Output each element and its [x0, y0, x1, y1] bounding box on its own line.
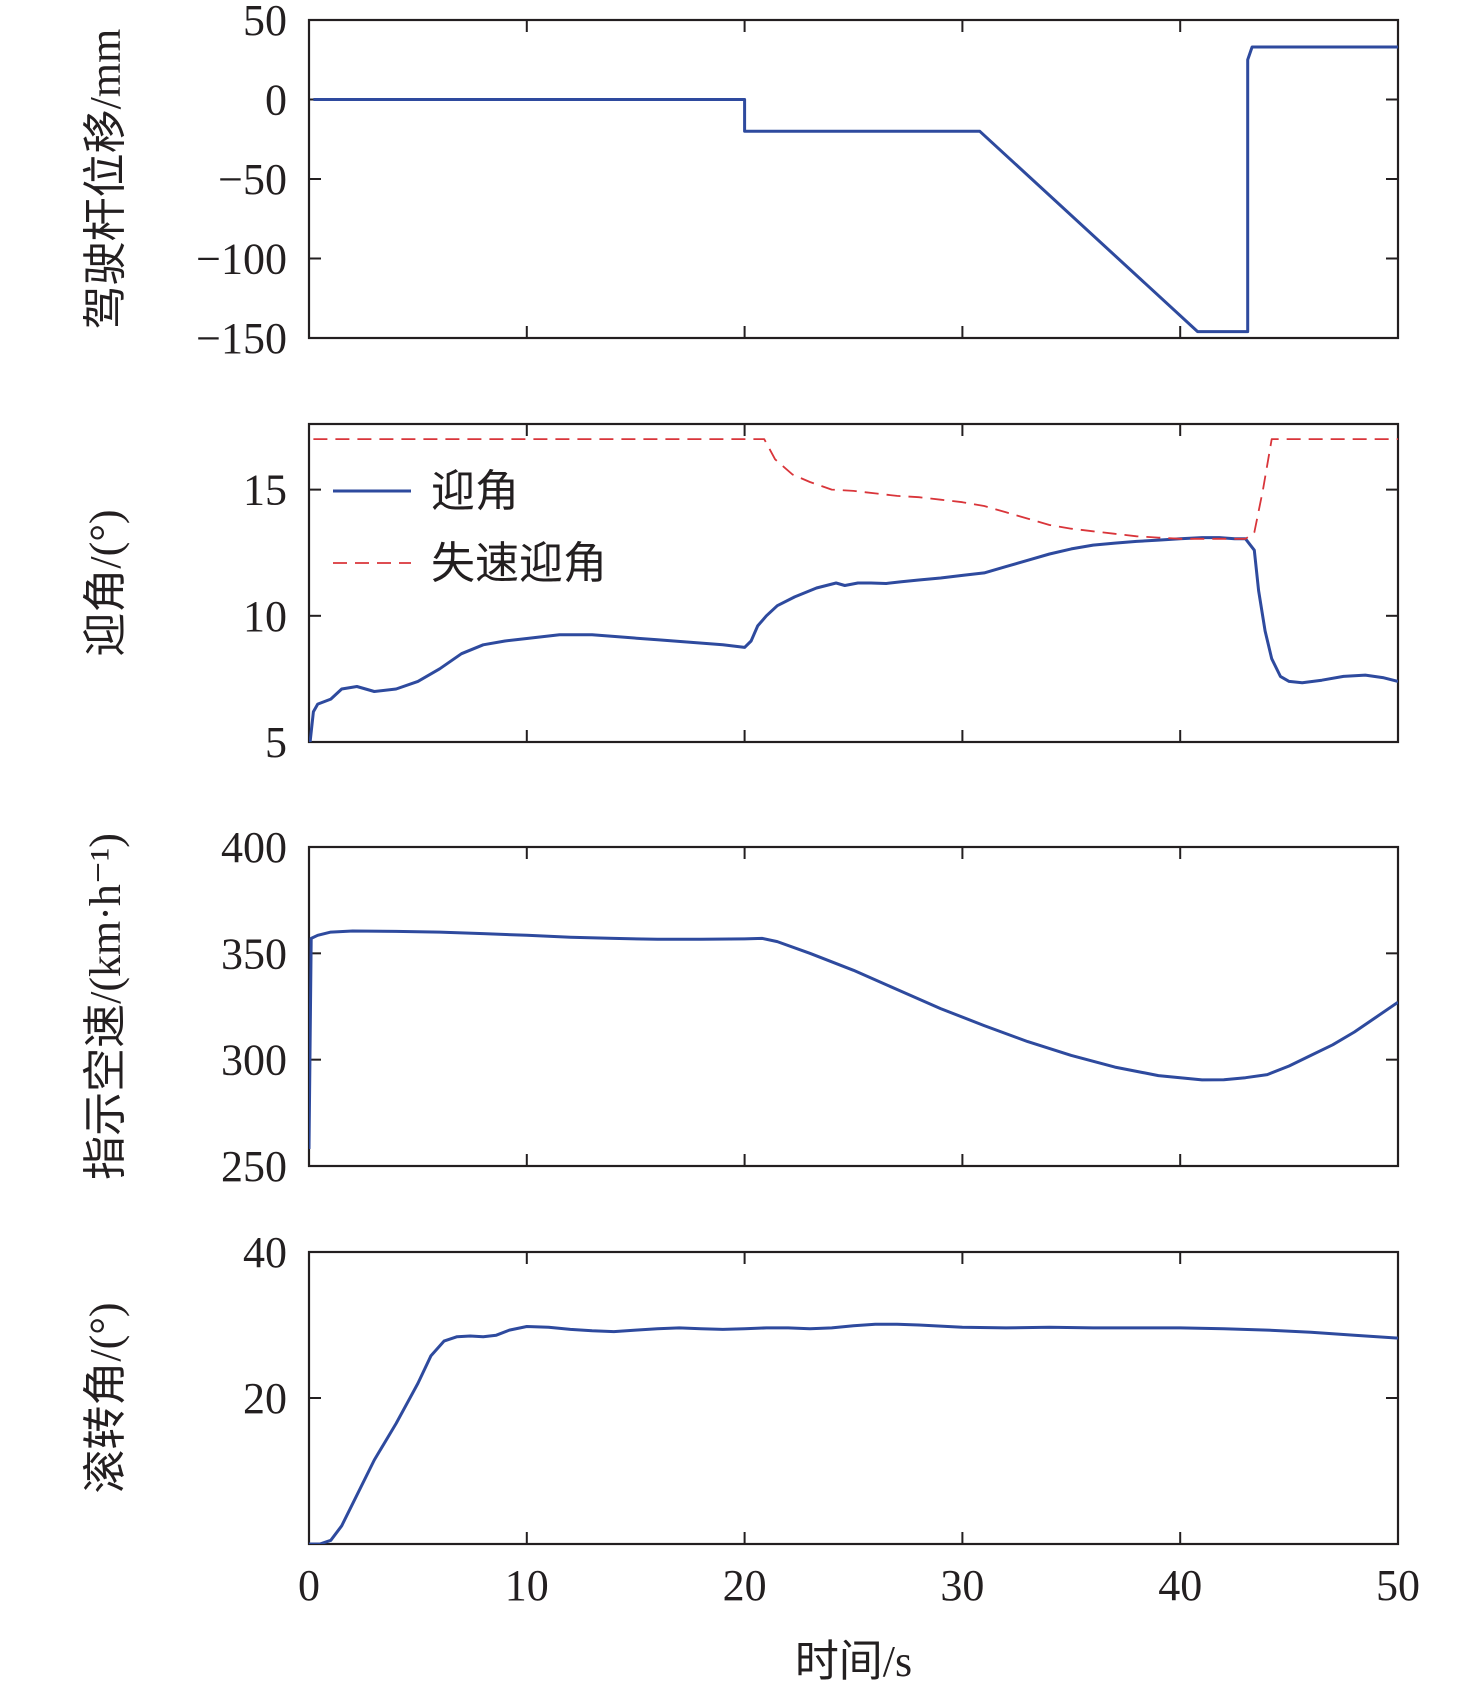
- y-axis-label: 驾驶杆位移/mm: [81, 29, 130, 330]
- y-tick-label: −100: [196, 235, 287, 284]
- series-line-main: [313, 45, 1398, 334]
- y-tick-label: 40: [243, 1228, 287, 1277]
- y-axis-label: 指示空速/(km·h⁻¹): [81, 833, 130, 1180]
- y-tick-label: 300: [221, 1036, 287, 1085]
- plot-frame: [307, 845, 1400, 1168]
- plot-frame: [307, 18, 1400, 340]
- series-line-main: [309, 929, 1398, 1150]
- series-line-失速迎角: [313, 438, 1398, 540]
- chart-panel-1: 50 0 −50 −100 −150 驾驶杆位移/mm: [81, 0, 1400, 363]
- y-axis-label: 滚转角/(°): [81, 1302, 130, 1493]
- y-tick-label: 5: [265, 718, 287, 767]
- y-tick-label: 10: [243, 592, 287, 641]
- legend-label: 失速迎角: [431, 539, 607, 588]
- x-axis-label: 时间/s: [795, 1637, 912, 1686]
- y-axis-label: 迎角/(°): [81, 509, 130, 656]
- x-tick-label: 50: [1376, 1561, 1420, 1610]
- x-tick-label: 30: [940, 1561, 984, 1610]
- y-tick-label: 50: [243, 0, 287, 45]
- x-tick-label: 10: [505, 1561, 549, 1610]
- y-tick-label: −50: [218, 155, 287, 204]
- plot-frame: [307, 422, 1400, 744]
- y-tick-label: 20: [243, 1374, 287, 1423]
- y-tick-label: 400: [221, 823, 287, 872]
- x-tick-label: 20: [723, 1561, 767, 1610]
- chart-panel-4: 40 20 滚转角/(°) 0 10 20 30 40 50 时间/s: [81, 1228, 1420, 1686]
- series-line-main: [309, 1322, 1398, 1544]
- x-tick-label: 40: [1158, 1561, 1202, 1610]
- y-tick-label: −150: [196, 314, 287, 363]
- y-tick-label: 250: [221, 1142, 287, 1191]
- series-line-迎角: [309, 536, 1398, 742]
- legend-label: 迎角: [431, 467, 519, 516]
- y-tick-label: 0: [265, 76, 287, 125]
- y-tick-label: 350: [221, 929, 287, 978]
- y-tick-label: 15: [243, 466, 287, 515]
- plot-frame: [307, 1250, 1400, 1546]
- chart-panel-3: 400 350 300 250 指示空速/(km·h⁻¹): [81, 823, 1400, 1191]
- x-tick-label: 0: [298, 1561, 320, 1610]
